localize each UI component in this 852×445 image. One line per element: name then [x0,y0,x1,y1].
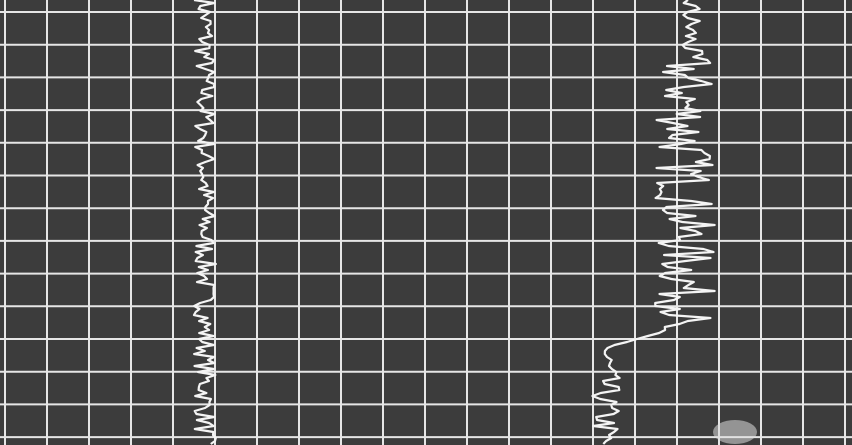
trace [591,0,716,445]
glare [713,420,757,444]
trace [192,0,217,445]
